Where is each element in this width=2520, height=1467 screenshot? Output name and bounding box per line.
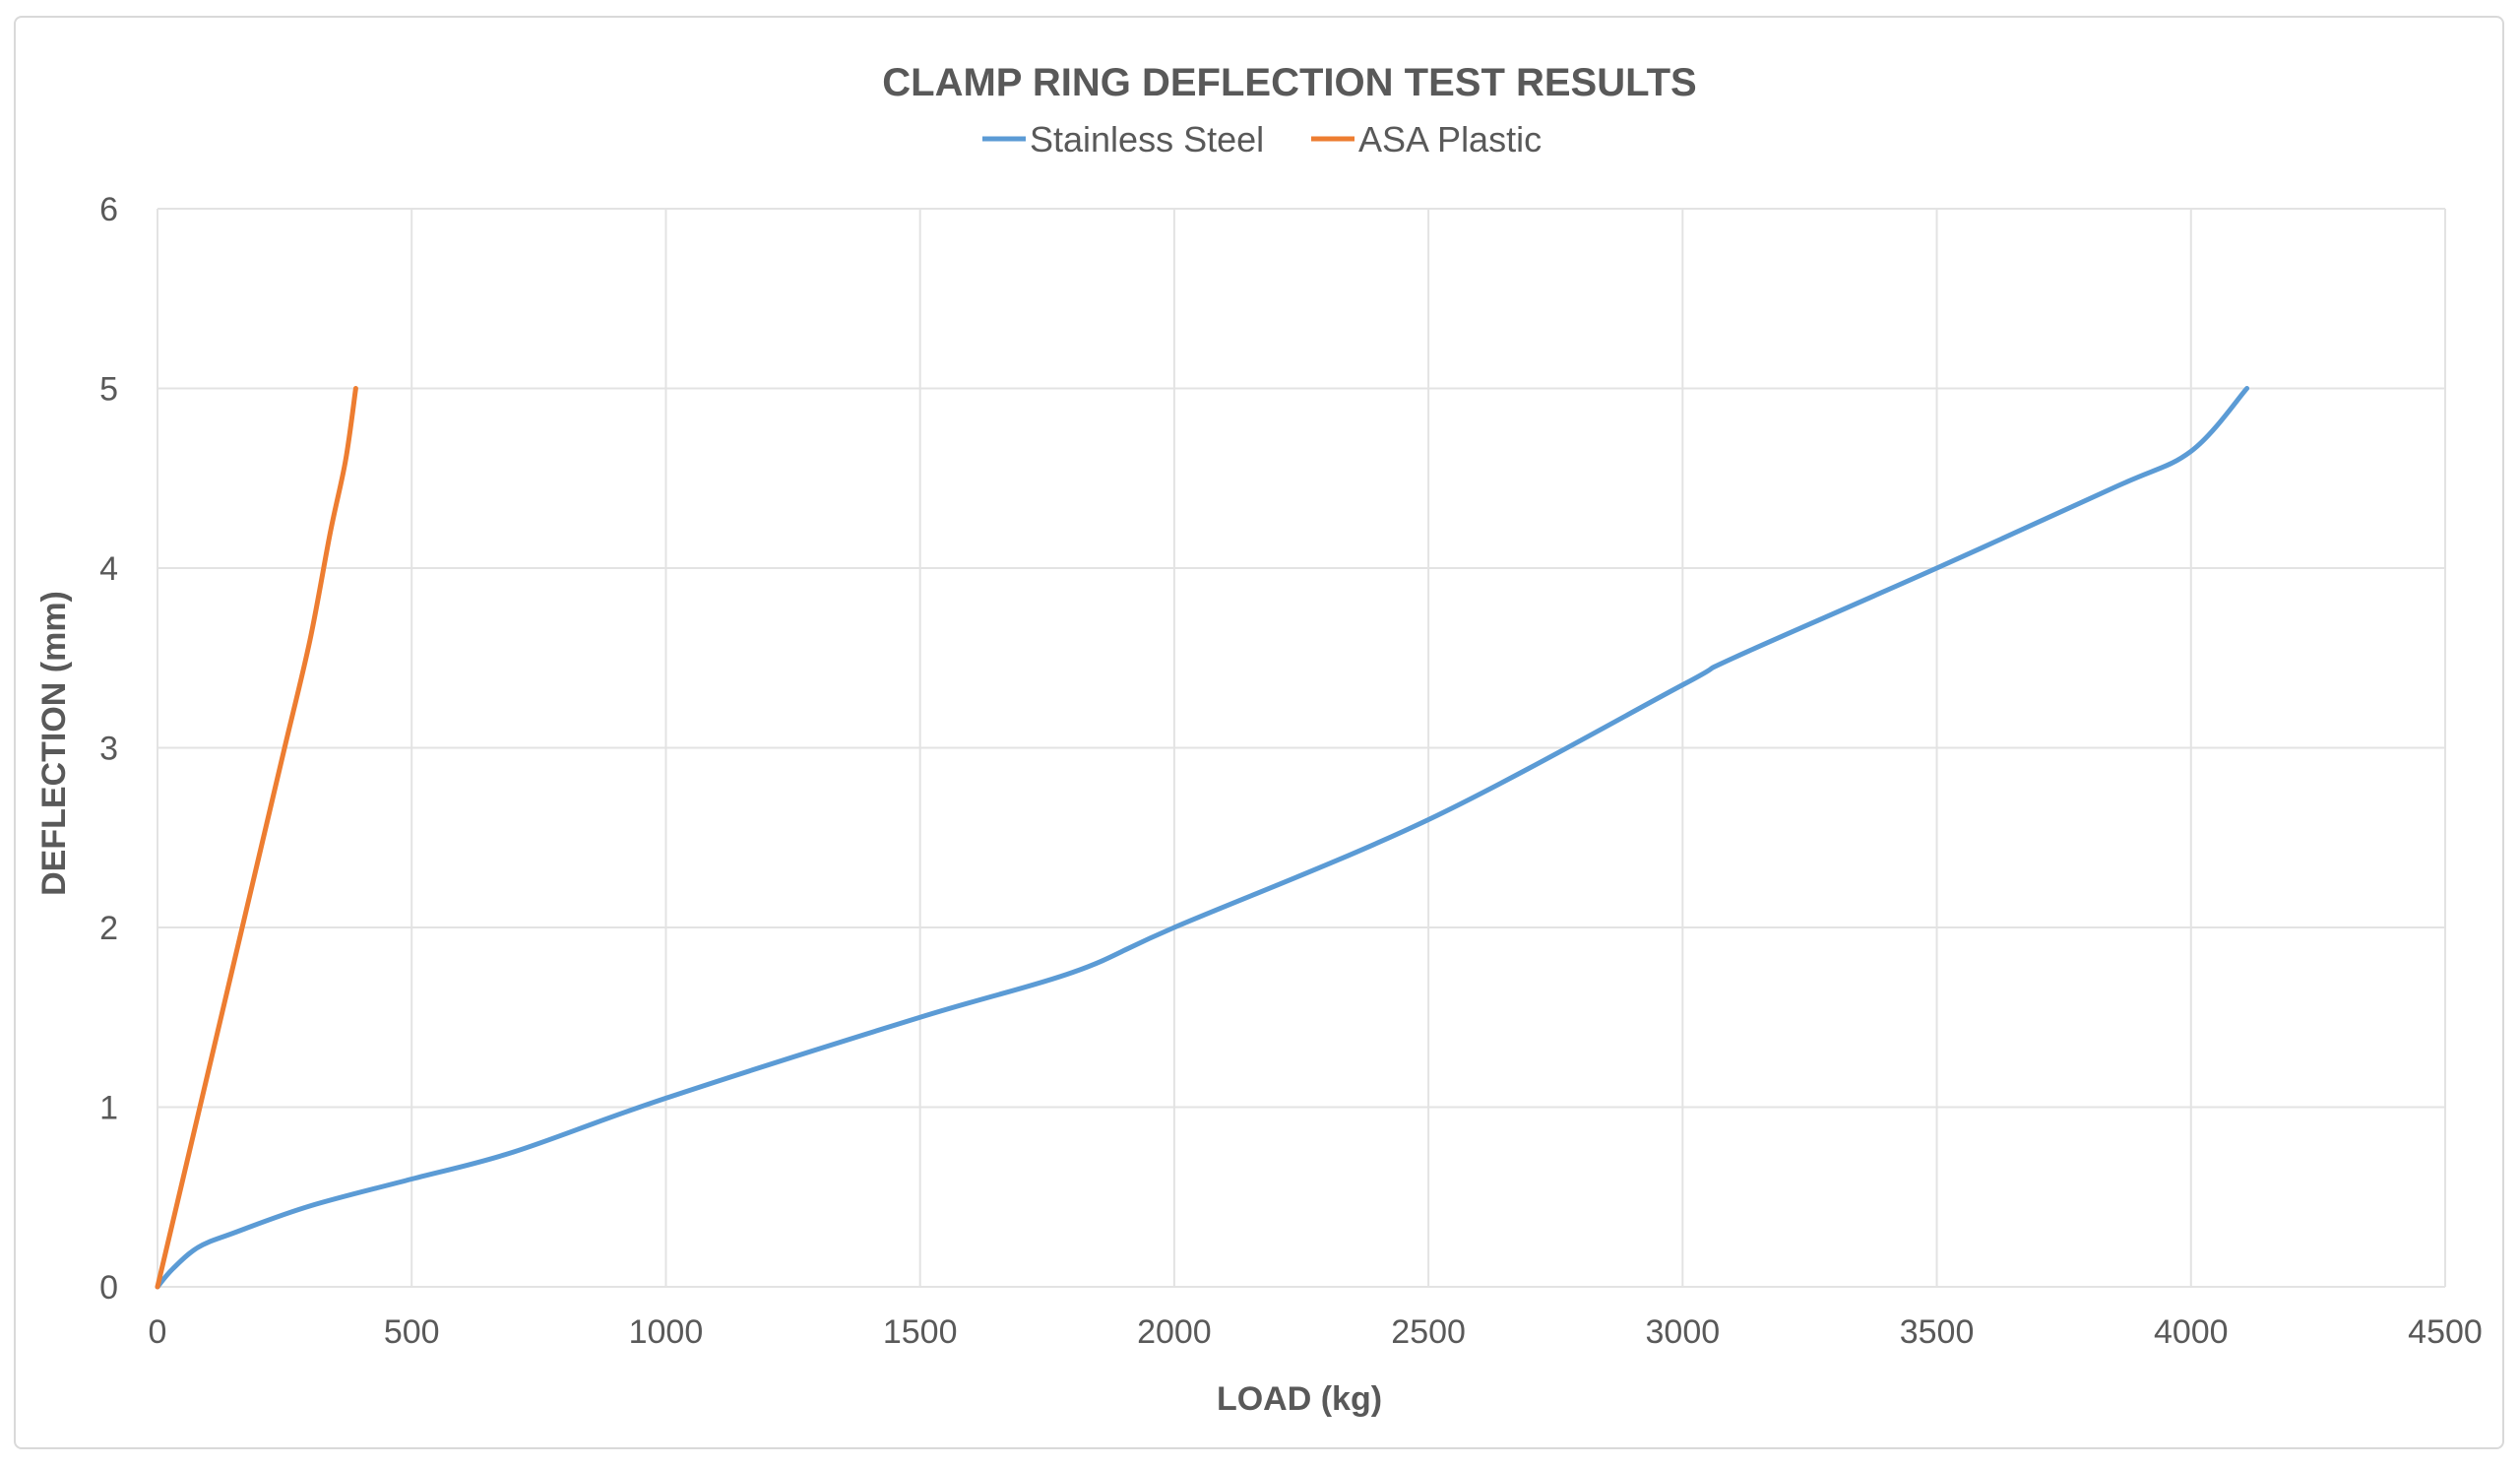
x-tick-label: 1500	[883, 1313, 958, 1351]
x-tick-label: 2500	[1391, 1313, 1466, 1351]
gridlines	[157, 208, 2446, 1288]
series-lines	[155, 386, 2250, 1290]
x-tick-label: 500	[384, 1313, 440, 1351]
legend-label-asa-plastic: ASA Plastic	[1358, 119, 1542, 159]
x-axis-title: LOAD (kg)	[1217, 1380, 1382, 1418]
y-tick-label: 1	[99, 1090, 118, 1127]
x-tick-label: 3000	[1646, 1313, 1721, 1351]
x-tick-label: 1000	[629, 1313, 704, 1351]
x-tick-label: 3500	[1900, 1313, 1975, 1351]
y-tick-label: 4	[99, 550, 118, 588]
y-axis-ticks: 0 1 2 3 4 5 6	[99, 191, 118, 1307]
x-tick-label: 4000	[2154, 1313, 2229, 1351]
y-tick-label: 0	[99, 1269, 118, 1307]
y-tick-label: 2	[99, 910, 118, 947]
x-tick-label: 2000	[1137, 1313, 1212, 1351]
y-tick-label: 3	[99, 731, 118, 768]
x-tick-label: 0	[149, 1313, 167, 1351]
y-tick-label: 5	[99, 371, 118, 409]
legend: Stainless Steel ASA Plastic	[982, 119, 1542, 159]
y-axis-title: DEFLECTION (mm)	[35, 591, 73, 896]
x-tick-label: 4500	[2408, 1313, 2483, 1351]
x-axis-ticks: 0 500 1000 1500 2000 2500 3000 3500 4000 4500	[149, 1313, 2483, 1351]
y-tick-label: 6	[99, 191, 118, 228]
legend-label-stainless-steel: Stainless Steel	[1030, 119, 1264, 159]
series-line-stainless-steel	[155, 386, 2250, 1290]
chart-title: CLAMP RING DEFLECTION TEST RESULTS	[882, 61, 1696, 104]
series-line-asa-plastic	[155, 386, 358, 1290]
chart-frame	[14, 16, 2504, 1449]
